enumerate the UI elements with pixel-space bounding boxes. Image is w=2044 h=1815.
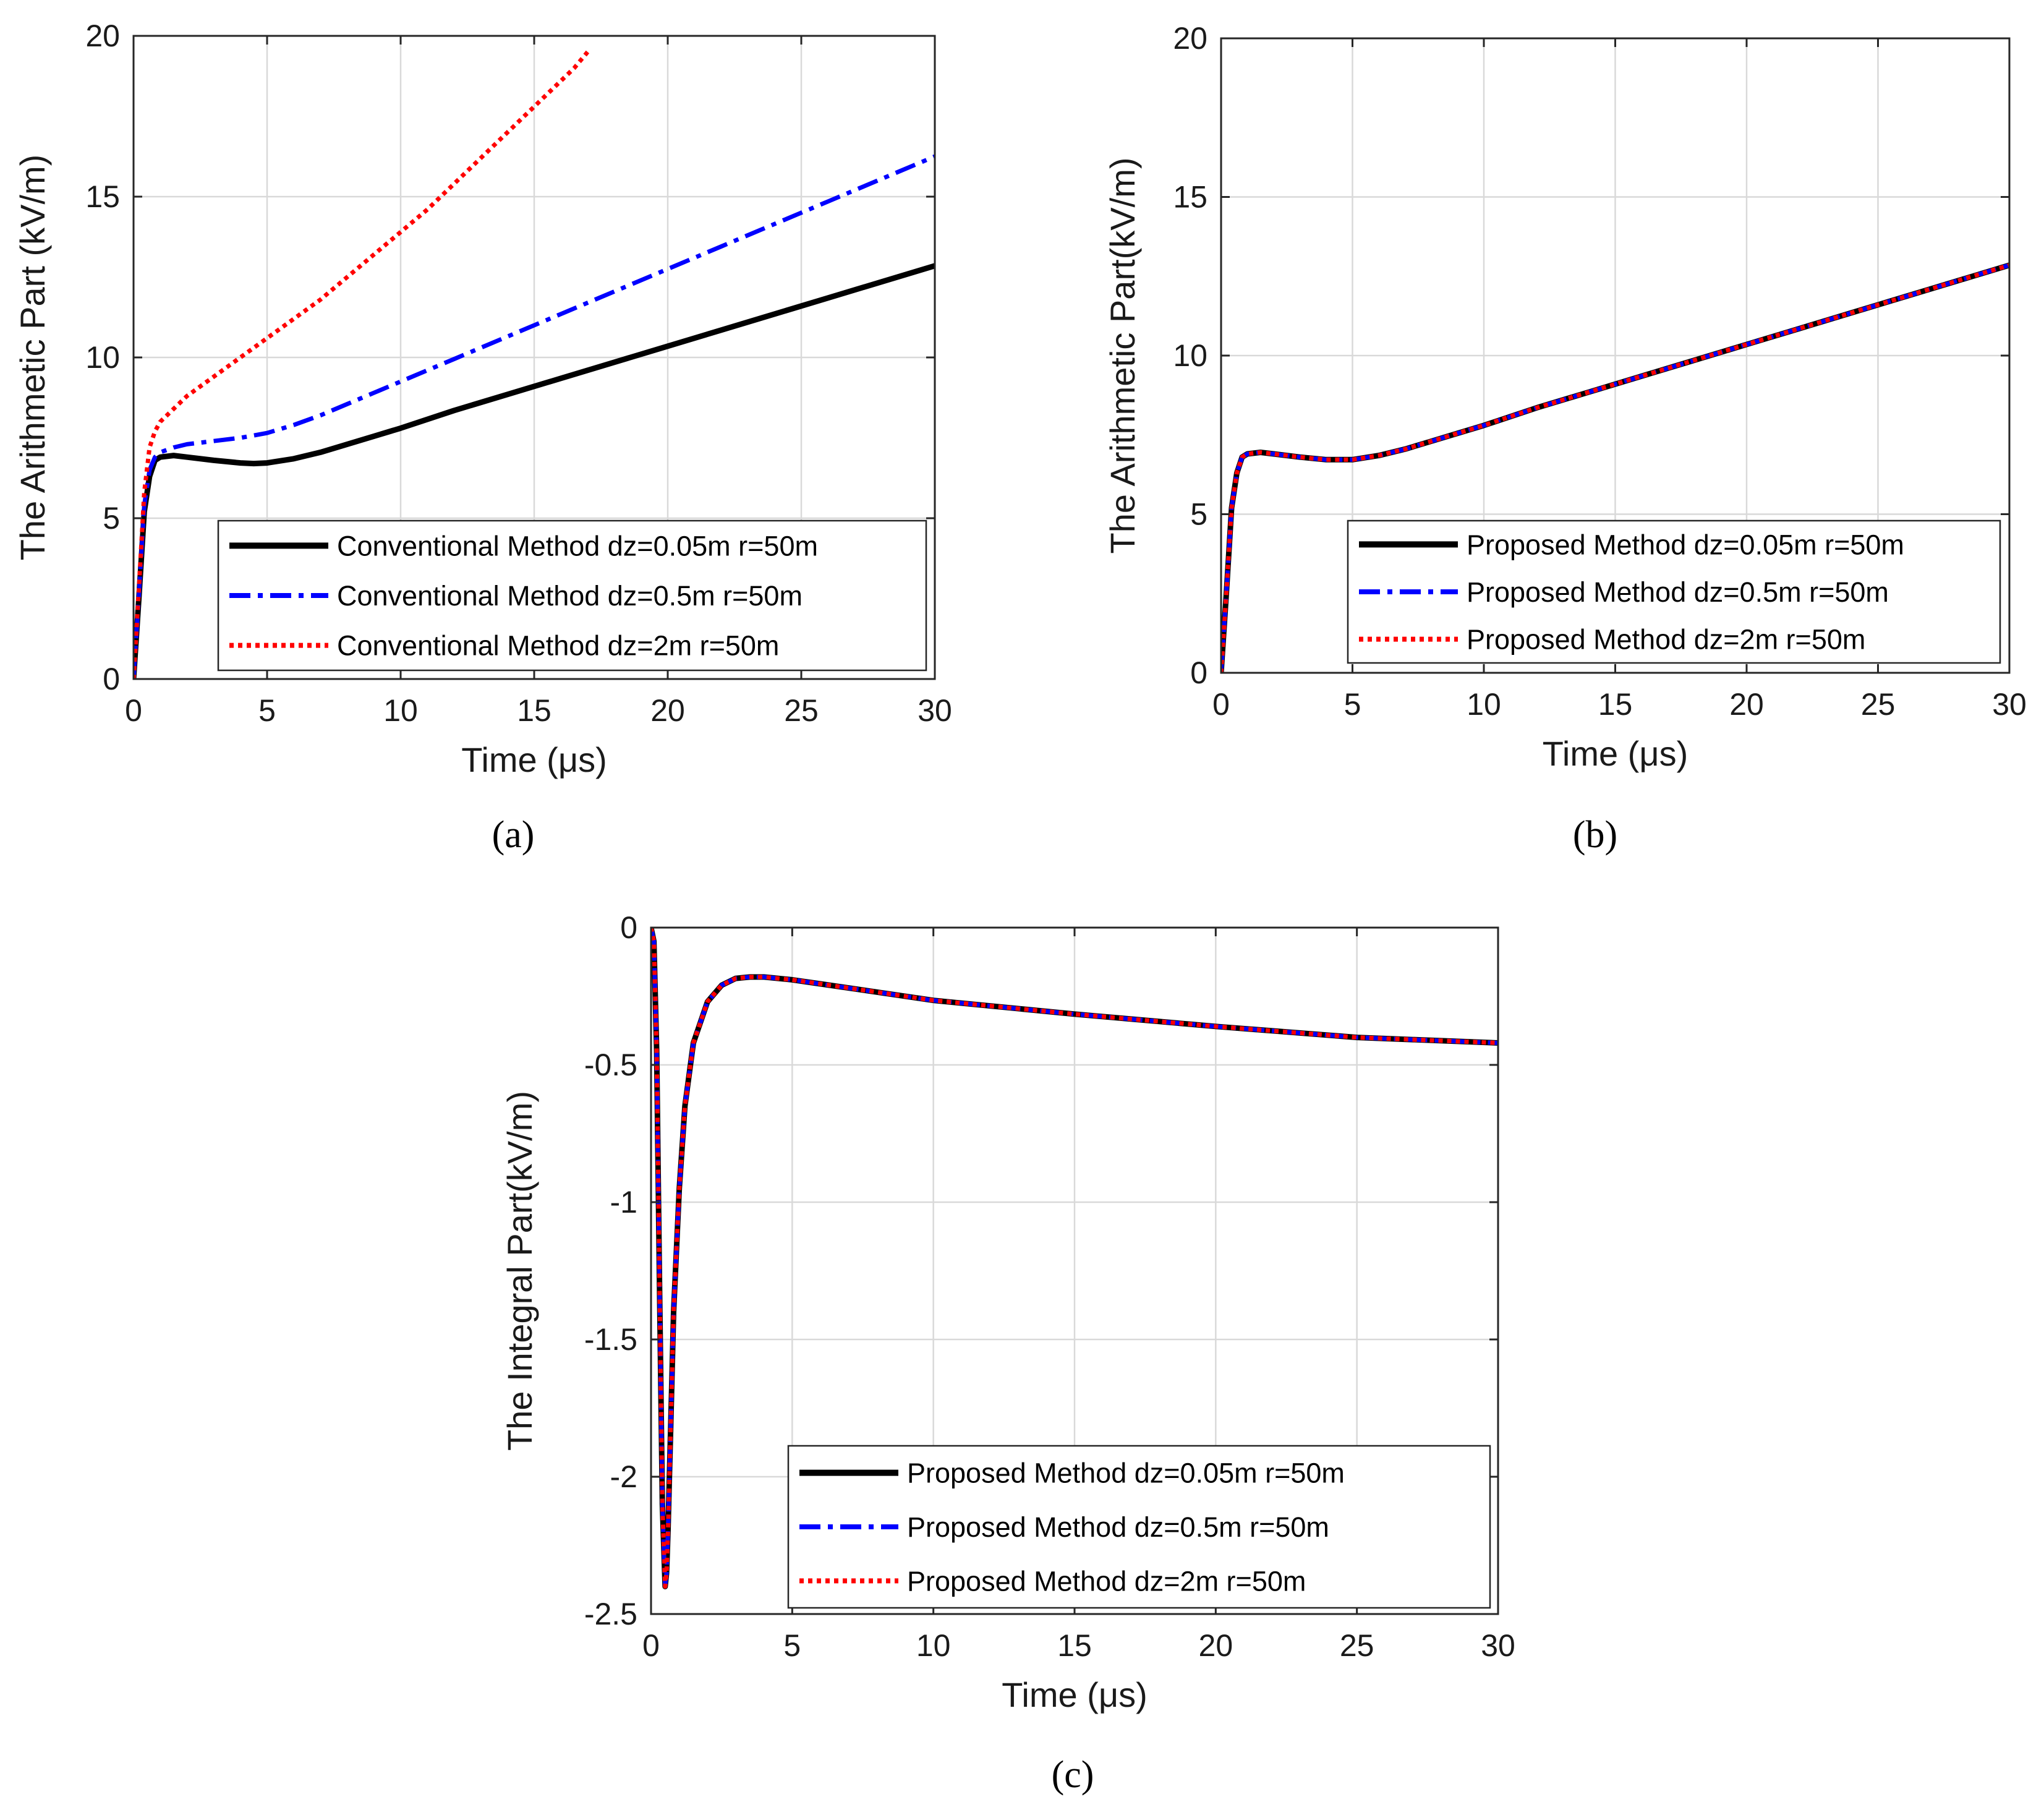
x-tick-label: 15 — [1598, 687, 1633, 722]
y-tick-label: 15 — [1173, 180, 1207, 215]
series-group — [134, 50, 935, 679]
y-axis-label: The Integral Part(kV/m) — [500, 1091, 539, 1451]
y-tick-label: -1 — [610, 1185, 637, 1219]
x-axis-label: Time (μs) — [1002, 1675, 1147, 1714]
series-line-1 — [134, 263, 935, 679]
y-tick-label: 15 — [85, 179, 120, 214]
y-tick-label: -1.5 — [584, 1322, 637, 1357]
x-tick-label: 0 — [125, 693, 142, 728]
x-tick-label: 25 — [1861, 687, 1896, 722]
x-tick-label: 30 — [918, 693, 952, 728]
y-tick-label: -2 — [610, 1459, 637, 1494]
x-tick-label: 25 — [1340, 1628, 1374, 1663]
x-tick-label: 0 — [1212, 687, 1230, 722]
x-tick-label: 15 — [517, 693, 551, 728]
series-line-2 — [134, 154, 935, 679]
x-tick-label: 25 — [784, 693, 819, 728]
series-line-3 — [134, 50, 590, 679]
series-group — [1221, 262, 2009, 673]
legend-label-3: Proposed Method dz=2m r=50m — [1467, 624, 1865, 656]
x-axis-label: Time (μs) — [461, 740, 607, 779]
legend-label-1: Proposed Method dz=0.05m r=50m — [907, 1458, 1345, 1489]
legend: Conventional Method dz=0.05m r=50m Conven… — [217, 519, 927, 672]
legend-label-2: Conventional Method dz=0.5m r=50m — [337, 580, 803, 612]
y-tick-label: -0.5 — [584, 1048, 637, 1082]
legend: Proposed Method dz=0.05m r=50m Proposed M… — [1347, 519, 2001, 664]
x-tick-label: 30 — [1992, 687, 2027, 722]
x-tick-label: 5 — [258, 693, 276, 728]
y-tick-label: 0 — [620, 910, 637, 945]
x-tick-label: 20 — [650, 693, 685, 728]
legend-label-2: Proposed Method dz=0.5m r=50m — [1467, 576, 1889, 608]
y-tick-label: 0 — [103, 662, 120, 696]
y-tick-label: 0 — [1190, 656, 1207, 690]
panel-caption: (b) — [1573, 814, 1617, 856]
legend-label-2: Proposed Method dz=0.5m r=50m — [907, 1511, 1329, 1543]
x-tick-label: 20 — [1729, 687, 1764, 722]
y-tick-label: 10 — [85, 340, 120, 375]
y-tick-label: 10 — [1173, 338, 1207, 373]
series-line-3 — [651, 928, 1498, 1589]
x-tick-label: 15 — [1057, 1628, 1092, 1663]
legend-box — [787, 1445, 1491, 1609]
y-axis-label: The Arithmetic Part (kV/m) — [13, 155, 52, 561]
legend-label-3: Conventional Method dz=2m r=50m — [337, 630, 779, 662]
x-tick-label: 0 — [642, 1628, 660, 1663]
legend-box — [217, 519, 927, 672]
y-axis-label: The Arithmetic Part(kV/m) — [1103, 157, 1142, 553]
panel-caption: (a) — [492, 814, 535, 856]
y-tick-label: 20 — [85, 19, 120, 53]
y-tick-label: 5 — [1190, 497, 1207, 532]
y-tick-label: 5 — [103, 501, 120, 536]
x-tick-label: 10 — [916, 1628, 951, 1663]
legend-label-1: Conventional Method dz=0.05m r=50m — [337, 530, 818, 562]
series-group — [651, 928, 1498, 1590]
series-line-3 — [1221, 263, 2009, 673]
x-tick-label: 5 — [783, 1628, 801, 1663]
legend: Proposed Method dz=0.05m r=50m Proposed M… — [787, 1445, 1491, 1609]
legend-label-1: Proposed Method dz=0.05m r=50m — [1467, 529, 1904, 560]
panel-caption: (c) — [1052, 1754, 1094, 1796]
x-tick-label: 30 — [1481, 1628, 1515, 1663]
legend-label-3: Proposed Method dz=2m r=50m — [907, 1565, 1306, 1597]
chart-panel-c: 0 5 10 15 20 25 30 0 -0.5 -1 -1.5 -2 -2.5 Time (μs) Th… — [500, 910, 1515, 1796]
chart-panel-b: 0 5 10 15 20 25 30 0 5 10 15 20 Time (μs) The Arithme… — [1103, 21, 2027, 856]
x-tick-label: 5 — [1344, 687, 1361, 722]
chart-panel-a: 0 5 10 15 20 25 30 0 5 10 15 20 Time (μs) The Arithme… — [13, 19, 952, 856]
x-tick-label: 10 — [383, 693, 418, 728]
y-tick-label: -2.5 — [584, 1597, 637, 1631]
x-tick-label: 20 — [1199, 1628, 1233, 1663]
y-tick-label: 20 — [1173, 21, 1207, 56]
x-axis-label: Time (μs) — [1543, 734, 1688, 773]
x-tick-label: 10 — [1467, 687, 1501, 722]
